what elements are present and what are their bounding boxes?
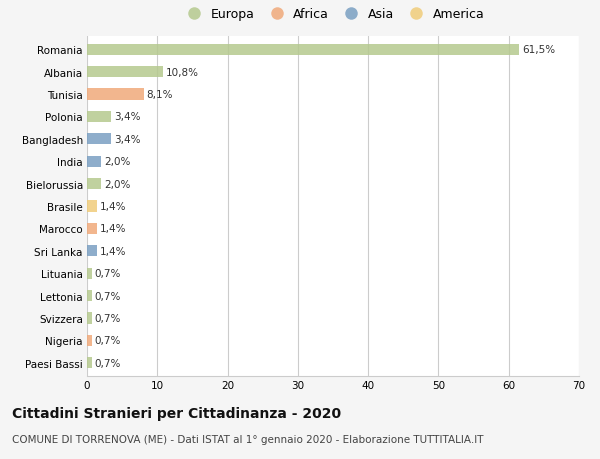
Bar: [87, 134, 111, 145]
Bar: [87, 89, 144, 101]
Bar: [87, 224, 97, 235]
Text: 0,7%: 0,7%: [95, 291, 121, 301]
Bar: [87, 358, 92, 369]
Bar: [87, 335, 92, 346]
Legend: Europa, Africa, Asia, America: Europa, Africa, Asia, America: [179, 6, 487, 24]
Bar: [87, 201, 97, 212]
Text: 0,7%: 0,7%: [95, 313, 121, 323]
Text: 1,4%: 1,4%: [100, 246, 126, 256]
Text: 0,7%: 0,7%: [95, 269, 121, 279]
Text: COMUNE DI TORRENOVA (ME) - Dati ISTAT al 1° gennaio 2020 - Elaborazione TUTTITAL: COMUNE DI TORRENOVA (ME) - Dati ISTAT al…: [12, 434, 484, 444]
Bar: [87, 112, 111, 123]
Text: 0,7%: 0,7%: [95, 358, 121, 368]
Text: 61,5%: 61,5%: [522, 45, 555, 55]
Bar: [87, 268, 92, 279]
Text: 2,0%: 2,0%: [104, 179, 130, 189]
Bar: [87, 179, 101, 190]
Bar: [87, 246, 97, 257]
Text: Cittadini Stranieri per Cittadinanza - 2020: Cittadini Stranieri per Cittadinanza - 2…: [12, 406, 341, 420]
Text: 1,4%: 1,4%: [100, 202, 126, 212]
Text: 8,1%: 8,1%: [147, 90, 173, 100]
Bar: [87, 313, 92, 324]
Bar: [87, 291, 92, 302]
Text: 10,8%: 10,8%: [166, 67, 199, 78]
Text: 3,4%: 3,4%: [114, 112, 140, 122]
Text: 0,7%: 0,7%: [95, 336, 121, 346]
Bar: [87, 45, 519, 56]
Bar: [87, 156, 101, 168]
Bar: [87, 67, 163, 78]
Text: 1,4%: 1,4%: [100, 224, 126, 234]
Text: 2,0%: 2,0%: [104, 157, 130, 167]
Text: 3,4%: 3,4%: [114, 134, 140, 145]
